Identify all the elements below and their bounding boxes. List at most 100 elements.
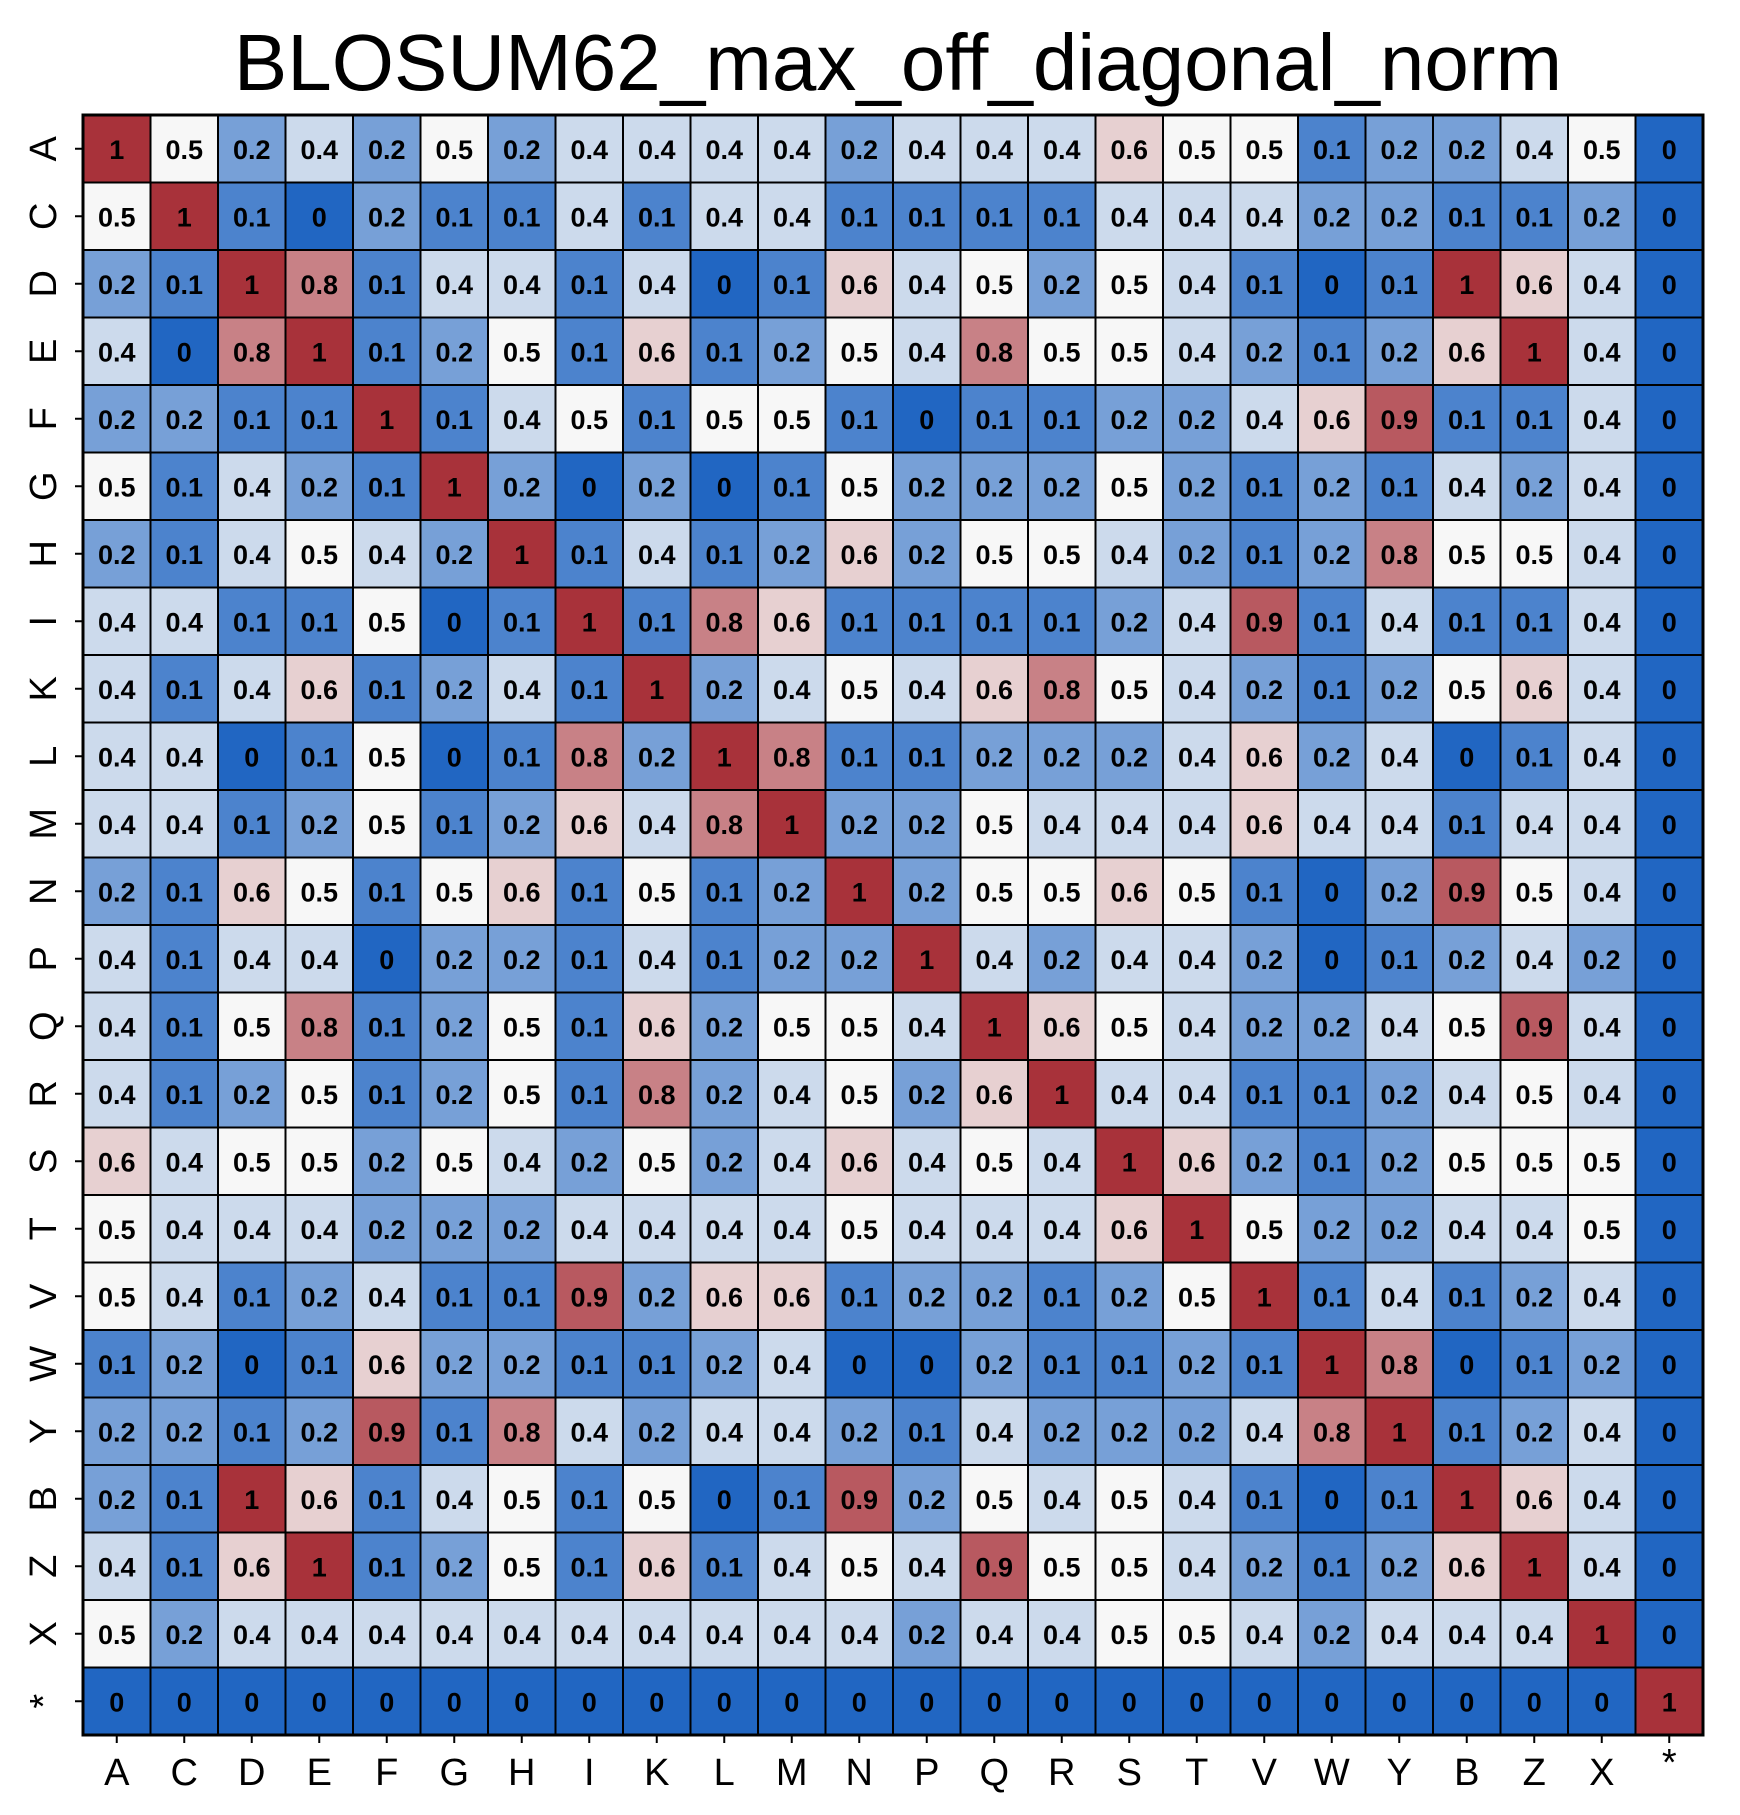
heatmap-cell	[487, 1666, 557, 1736]
cell-value-label: 0.6	[638, 1552, 676, 1582]
heatmap-cell	[1634, 384, 1704, 454]
cell-value-label: 0	[1662, 270, 1677, 300]
cell-value-label: 0.4	[1380, 1620, 1418, 1650]
cell-value-label: 0.4	[1110, 945, 1148, 975]
cell-value-label: 0.5	[840, 1215, 878, 1245]
cell-value-label: 0	[1459, 1687, 1474, 1717]
cell-value-label: 0.4	[98, 810, 136, 840]
heatmap-cell	[149, 249, 219, 319]
heatmap-cell	[892, 519, 962, 589]
cell-value-label: 0.5	[233, 1147, 271, 1177]
cell-value-label: 0.1	[1313, 1080, 1351, 1110]
cell-value-label: 0.2	[98, 270, 136, 300]
cell-value-label: 0.5	[1245, 1215, 1283, 1245]
heatmap-cell	[1229, 789, 1299, 859]
cell-value-label: 1	[852, 877, 867, 907]
heatmap-cell	[149, 654, 219, 724]
cell-value-label: 0.1	[840, 607, 878, 637]
cell-value-label: 0.2	[773, 540, 811, 570]
cell-value-label: 0.4	[1110, 202, 1148, 232]
cell-value-label: 0.1	[1313, 675, 1351, 705]
heatmap-cell	[622, 1531, 692, 1601]
cell-value-label: 0.2	[165, 405, 203, 435]
cell-value-label: 0.2	[1313, 742, 1351, 772]
cell-value-label: 1	[379, 405, 394, 435]
heatmap-cell	[689, 316, 759, 386]
heatmap-cell	[1162, 1261, 1232, 1331]
heatmap-cell	[1499, 451, 1569, 521]
cell-value-label: 0.4	[908, 135, 946, 165]
cell-value-label: 1	[1459, 270, 1474, 300]
cell-value-label: 0.2	[1313, 1620, 1351, 1650]
heatmap-cell	[1567, 384, 1637, 454]
cell-value-label: 0.1	[570, 270, 608, 300]
cell-value-label: 0.6	[1515, 270, 1553, 300]
cell-value-label: 0.6	[1043, 1012, 1081, 1042]
cell-value-label: 0	[717, 1687, 732, 1717]
x-tick-label: H	[508, 1752, 535, 1794]
x-tick-label: K	[644, 1752, 669, 1794]
cell-value-label: 0.5	[368, 810, 406, 840]
cell-value-label: 0.4	[1178, 270, 1216, 300]
cell-value-label: 0.4	[1110, 540, 1148, 570]
cell-value-label: 0.2	[435, 1215, 473, 1245]
y-tick-label: Q	[23, 1011, 65, 1041]
heatmap-cell	[217, 924, 287, 994]
cell-value-label: 0	[1662, 202, 1677, 232]
heatmap-cell	[1364, 1261, 1434, 1331]
cell-value-label: 0.8	[975, 337, 1013, 367]
cell-value-label: 1	[649, 675, 664, 705]
cell-value-label: 0.4	[1313, 810, 1351, 840]
cell-value-label: 0.2	[98, 877, 136, 907]
heatmap-cell	[217, 1396, 287, 1466]
cell-value-label: 0	[717, 1485, 732, 1515]
cell-value-label: 0	[1662, 1282, 1677, 1312]
cell-value-label: 0.2	[1245, 1147, 1283, 1177]
heatmap-cell	[1027, 991, 1097, 1061]
cell-value-label: 0.5	[1110, 1552, 1148, 1582]
cell-value-label: 0.1	[165, 1080, 203, 1110]
cell-value-label: 0.4	[570, 1215, 608, 1245]
heatmap-cell	[149, 991, 219, 1061]
cell-value-label: 0.5	[1043, 877, 1081, 907]
cell-value-label: 0	[447, 607, 462, 637]
cell-value-label: 0.4	[435, 1485, 473, 1515]
heatmap-cell	[1567, 451, 1637, 521]
heatmap-cell	[419, 249, 489, 319]
cell-value-label: 0.1	[570, 1080, 608, 1110]
heatmap-cell	[757, 789, 827, 859]
cell-value-label: 0.8	[1313, 1417, 1351, 1447]
cell-value-label: 0.4	[773, 1147, 811, 1177]
cell-value-label: 0.2	[1043, 742, 1081, 772]
heatmap-cell	[554, 1396, 624, 1466]
heatmap-cell	[487, 1599, 557, 1669]
cell-value-label: 0	[852, 1687, 867, 1717]
cell-value-label: 0.5	[1448, 1147, 1486, 1177]
x-tick-label: B	[1454, 1752, 1479, 1794]
y-tick-label: L	[23, 746, 65, 767]
heatmap-cell	[487, 316, 557, 386]
y-tick-label: *	[23, 1694, 65, 1709]
cell-value-label: 0	[177, 1687, 192, 1717]
cell-value-label: 0.1	[1245, 1080, 1283, 1110]
cell-value-label: 0.4	[503, 405, 541, 435]
cell-value-label: 0	[919, 1687, 934, 1717]
cell-value-label: 0.6	[300, 1485, 338, 1515]
heatmap-cell	[824, 114, 894, 184]
cell-value-label: 0.8	[1380, 540, 1418, 570]
y-tick-label: M	[23, 808, 65, 840]
cell-value-label: 0.2	[975, 742, 1013, 772]
cell-value-label: 0	[582, 1687, 597, 1717]
heatmap-cell	[892, 721, 962, 791]
cell-value-label: 1	[1189, 1215, 1204, 1245]
cell-value-label: 0	[1662, 1485, 1677, 1515]
heatmap-cell	[757, 856, 827, 926]
heatmap-cell	[689, 1464, 759, 1534]
heatmap-cell	[1162, 1194, 1232, 1264]
cell-value-label: 0.5	[705, 405, 743, 435]
heatmap-cell	[1432, 1464, 1502, 1534]
cell-value-label: 0.4	[705, 135, 743, 165]
cell-value-label: 0.2	[1380, 1080, 1418, 1110]
cell-value-label: 0	[1662, 877, 1677, 907]
cell-value-label: 0.1	[1245, 472, 1283, 502]
